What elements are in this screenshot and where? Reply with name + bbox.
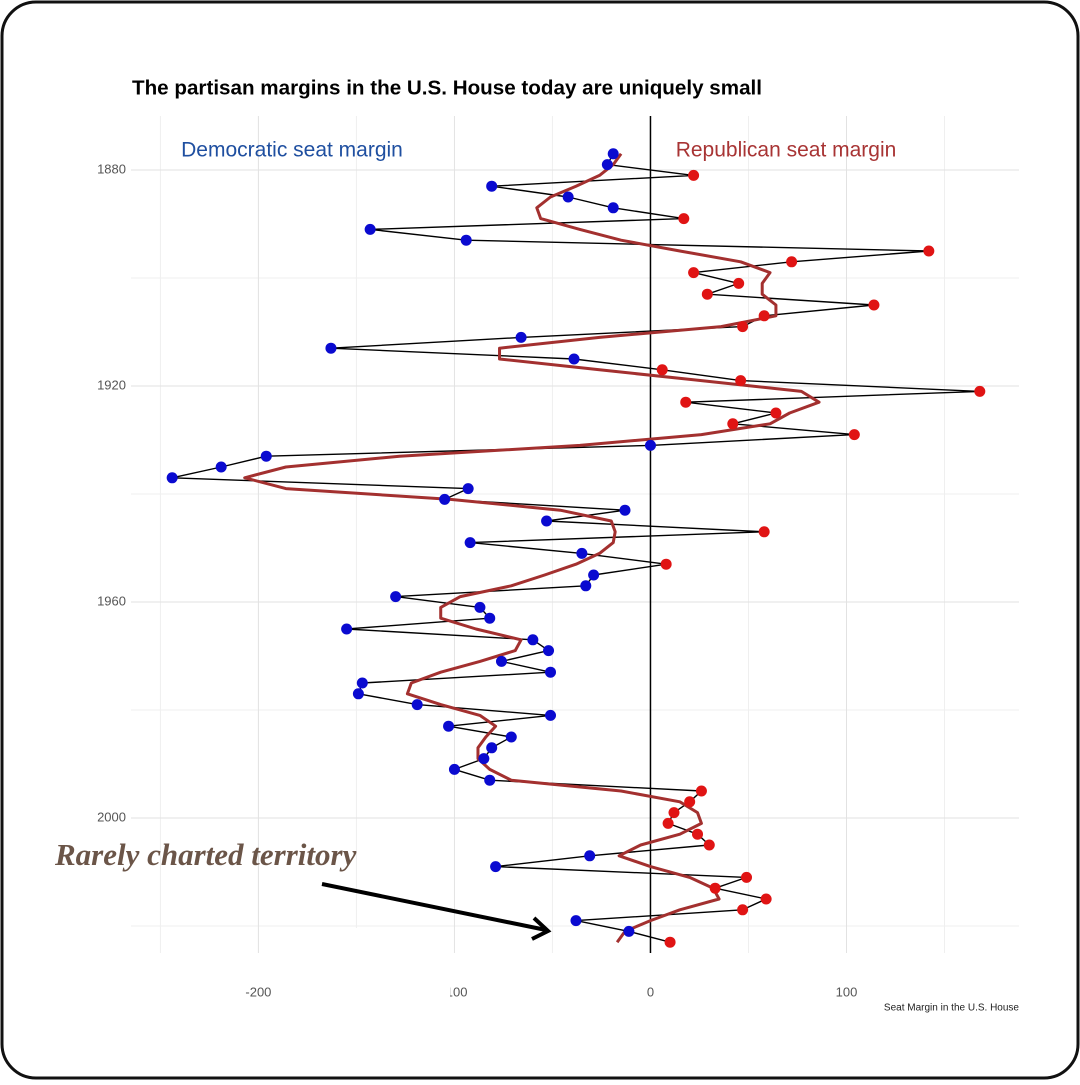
point [411, 699, 423, 711]
point [923, 245, 935, 257]
point [664, 936, 676, 948]
point [656, 364, 668, 376]
chart-title: The partisan margins in the U.S. House t… [132, 77, 762, 99]
point [668, 807, 680, 819]
point [644, 439, 656, 451]
point [588, 569, 600, 581]
annotation: Rarely charted territory [54, 837, 357, 872]
point [709, 882, 721, 894]
point [758, 526, 770, 538]
point [703, 839, 715, 851]
mask [300, 928, 450, 1003]
point [568, 353, 580, 365]
point [601, 159, 613, 171]
point [619, 504, 631, 516]
point [490, 861, 502, 873]
point [570, 915, 582, 927]
point [484, 774, 496, 786]
point [741, 871, 753, 883]
point [737, 321, 749, 333]
point [974, 385, 986, 397]
x-axis-label: Seat Margin in the U.S. House [884, 1003, 1020, 1014]
point [356, 677, 368, 689]
right-label: Republican seat margin [676, 139, 897, 162]
point [464, 537, 476, 549]
point [580, 580, 592, 592]
point [443, 720, 455, 732]
x-tick-label: 0 [647, 984, 654, 999]
point [544, 666, 556, 678]
point [576, 547, 588, 559]
point [352, 688, 364, 700]
point [678, 213, 690, 225]
arrow-head [531, 916, 552, 941]
point [166, 472, 178, 484]
point [484, 612, 496, 624]
point [486, 742, 498, 754]
point [770, 407, 782, 419]
arrow-shaft [321, 882, 547, 932]
point [462, 483, 474, 495]
point [478, 753, 490, 765]
y-tick-label: 1880 [97, 161, 126, 176]
point [868, 299, 880, 311]
point [584, 850, 596, 862]
point [684, 796, 696, 808]
point [735, 375, 747, 387]
point [390, 591, 402, 603]
point [448, 763, 460, 775]
trend-line [243, 152, 821, 944]
y-tick-label: 2000 [97, 809, 126, 824]
point [439, 493, 451, 505]
point [662, 817, 674, 829]
point [733, 277, 745, 289]
point [562, 191, 574, 203]
point [215, 461, 227, 473]
point [486, 180, 498, 192]
point [737, 904, 749, 916]
point [460, 234, 472, 246]
point [848, 429, 860, 441]
point [544, 709, 556, 721]
point [364, 223, 376, 235]
point [515, 331, 527, 343]
point [543, 645, 555, 657]
point [680, 396, 692, 408]
point [474, 601, 486, 613]
point [760, 893, 772, 905]
left-label: Democratic seat margin [181, 139, 403, 162]
point [495, 655, 507, 667]
point [260, 450, 272, 462]
point [325, 342, 337, 354]
point [701, 288, 713, 300]
point [607, 148, 619, 160]
point [660, 558, 672, 570]
point [607, 202, 619, 214]
point [527, 634, 539, 646]
point [505, 731, 517, 743]
x-tick-label: -200 [245, 984, 271, 999]
y-tick-label: 1920 [97, 377, 126, 392]
point [541, 515, 553, 527]
point [692, 828, 704, 840]
annotation-arrow [321, 882, 552, 941]
point [695, 785, 707, 797]
point [688, 267, 700, 279]
point [341, 623, 353, 635]
y-tick-label: 1960 [97, 593, 126, 608]
point [688, 169, 700, 181]
point [623, 925, 635, 937]
x-tick-label: 100 [836, 984, 858, 999]
point [758, 310, 770, 322]
point [727, 418, 739, 430]
point [786, 256, 798, 268]
